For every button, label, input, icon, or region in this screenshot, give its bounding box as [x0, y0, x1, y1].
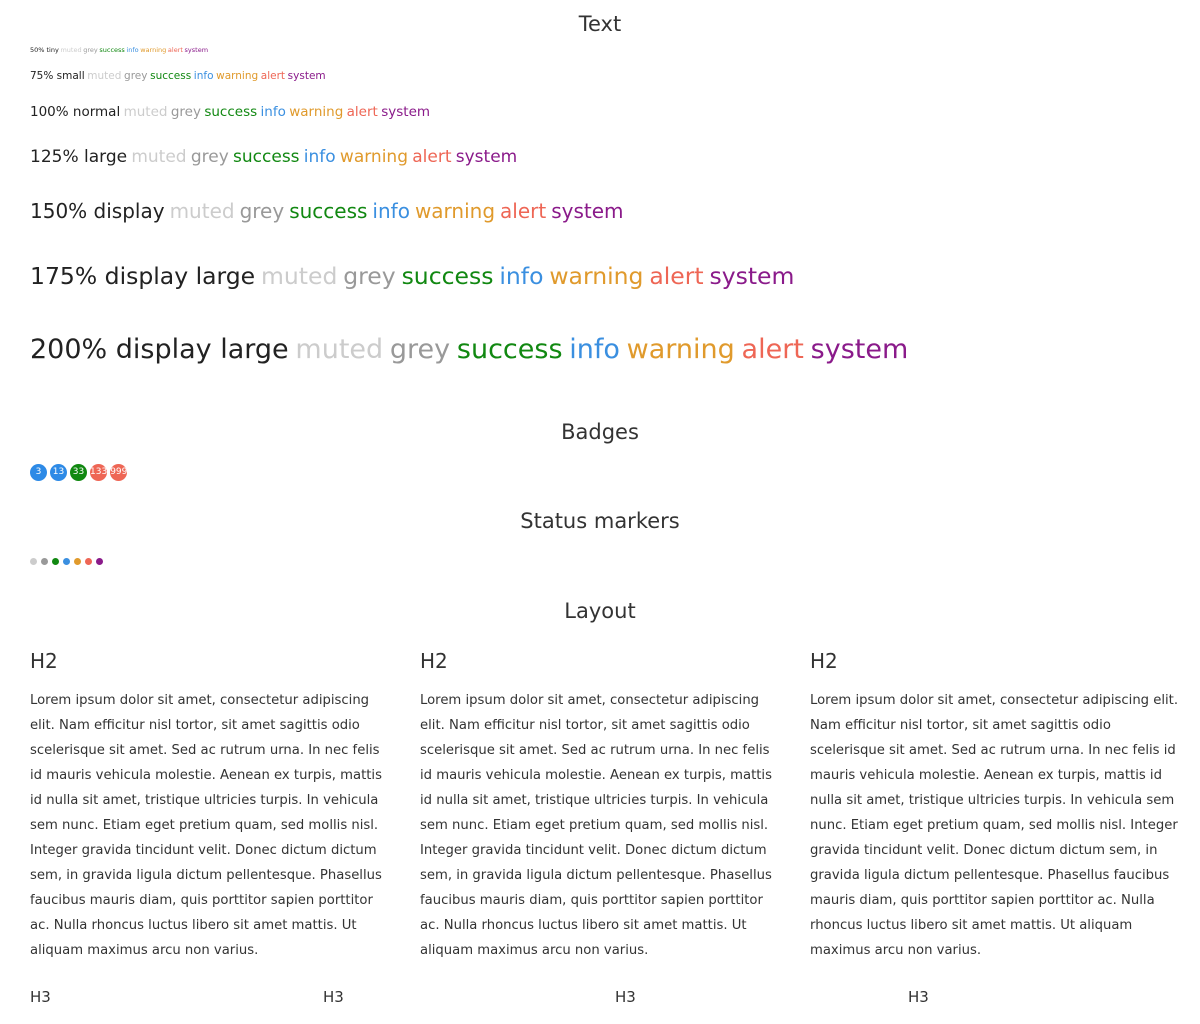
- muted-text: muted: [169, 199, 235, 223]
- section-title-badges: Badges: [561, 420, 639, 444]
- size-label: 175% display large: [30, 262, 256, 290]
- badge: 33: [70, 464, 87, 481]
- subheading: H3: [615, 988, 636, 1006]
- badge-list: 3 13 33 133 999: [30, 464, 128, 481]
- status-marker-warning: [74, 558, 81, 565]
- text-row-display-large-200: 200% display large muted grey success info wa…: [30, 334, 908, 365]
- alert-text: alert: [346, 104, 378, 120]
- layout-column: H2 Lorem ipsum dolor sit amet, consectet…: [30, 648, 392, 963]
- status-marker-grey: [41, 558, 48, 565]
- size-label: 100% normal: [30, 104, 121, 120]
- system-text: system: [810, 334, 909, 365]
- alert-text: alert: [741, 334, 804, 365]
- warning-text: warning: [549, 262, 644, 290]
- subheading: H3: [908, 988, 929, 1006]
- grey-text: grey: [170, 104, 201, 120]
- muted-text: muted: [123, 104, 168, 120]
- status-marker-info: [63, 558, 70, 565]
- info-text: info: [303, 147, 336, 167]
- success-text: success: [401, 262, 494, 290]
- layout-column: H2 Lorem ipsum dolor sit amet, consectet…: [810, 648, 1186, 963]
- section-title-layout: Layout: [564, 599, 636, 623]
- warning-text: warning: [140, 46, 167, 54]
- system-text: system: [381, 104, 431, 120]
- column-heading: H2: [810, 649, 838, 673]
- info-text: info: [569, 334, 620, 365]
- info-text: info: [193, 70, 214, 82]
- text-row-normal: 100% normal muted grey success info warning al…: [30, 104, 430, 120]
- column-body: Lorem ipsum dolor sit amet, consectetur …: [420, 693, 772, 958]
- info-text: info: [372, 199, 410, 223]
- info-text: info: [126, 46, 139, 54]
- column-body: Lorem ipsum dolor sit amet, consectetur …: [30, 693, 382, 958]
- system-text: system: [455, 147, 518, 167]
- grey-text: grey: [343, 262, 396, 290]
- muted-text: muted: [87, 70, 122, 82]
- alert-text: alert: [412, 147, 452, 167]
- text-row-tiny: 50% tiny muted grey success info warning alert…: [30, 46, 208, 54]
- badge: 133: [90, 464, 108, 481]
- warning-text: warning: [339, 147, 408, 167]
- alert-text: alert: [500, 199, 547, 223]
- system-text: system: [287, 70, 326, 82]
- column-heading: H2: [30, 649, 58, 673]
- size-label: 50% tiny: [30, 46, 59, 54]
- grey-text: grey: [190, 147, 229, 167]
- alert-text: alert: [649, 262, 704, 290]
- status-marker-alert: [85, 558, 92, 565]
- warning-text: warning: [216, 70, 259, 82]
- success-text: success: [233, 147, 300, 167]
- text-row-display-large-175: 175% display large muted grey success info wa…: [30, 262, 794, 290]
- warning-text: warning: [289, 104, 344, 120]
- muted-text: muted: [131, 147, 187, 167]
- info-text: info: [499, 262, 544, 290]
- subheading: H3: [323, 988, 344, 1006]
- success-text: success: [456, 334, 563, 365]
- success-text: success: [150, 70, 192, 82]
- alert-text: alert: [167, 46, 183, 54]
- warning-text: warning: [414, 199, 496, 223]
- success-text: success: [289, 199, 368, 223]
- success-text: success: [204, 104, 258, 120]
- status-marker-success: [52, 558, 59, 565]
- grey-text: grey: [389, 334, 451, 365]
- status-marker-muted: [30, 558, 37, 565]
- text-row-display: 150% display muted grey success info warning a…: [30, 199, 624, 223]
- section-title-status-markers: Status markers: [520, 509, 680, 533]
- alert-text: alert: [260, 70, 286, 82]
- status-marker-system: [96, 558, 103, 565]
- size-label: 75% small: [30, 70, 85, 82]
- size-label: 150% display: [30, 199, 165, 223]
- column-body: Lorem ipsum dolor sit amet, consectetur …: [810, 693, 1179, 958]
- badge: 3: [30, 464, 47, 481]
- text-row-large: 125% large muted grey success info warning ale…: [30, 147, 517, 167]
- subheading: H3: [30, 988, 51, 1006]
- size-label: 125% large: [30, 147, 128, 167]
- grey-text: grey: [83, 46, 98, 54]
- column-heading: H2: [420, 649, 448, 673]
- grey-text: grey: [239, 199, 285, 223]
- grey-text: grey: [124, 70, 148, 82]
- muted-text: muted: [295, 334, 384, 365]
- system-text: system: [709, 262, 795, 290]
- badge: 999: [110, 464, 128, 481]
- success-text: success: [99, 46, 125, 54]
- warning-text: warning: [626, 334, 735, 365]
- info-text: info: [260, 104, 286, 120]
- muted-text: muted: [261, 262, 338, 290]
- text-row-small: 75% small muted grey success info warning aler…: [30, 70, 326, 82]
- system-text: system: [184, 46, 209, 54]
- system-text: system: [551, 199, 624, 223]
- muted-text: muted: [60, 46, 82, 54]
- size-label: 200% display large: [30, 334, 289, 365]
- layout-column: H2 Lorem ipsum dolor sit amet, consectet…: [420, 648, 782, 963]
- badge: 13: [50, 464, 67, 481]
- status-marker-list: [30, 558, 103, 565]
- section-title-text: Text: [578, 12, 622, 36]
